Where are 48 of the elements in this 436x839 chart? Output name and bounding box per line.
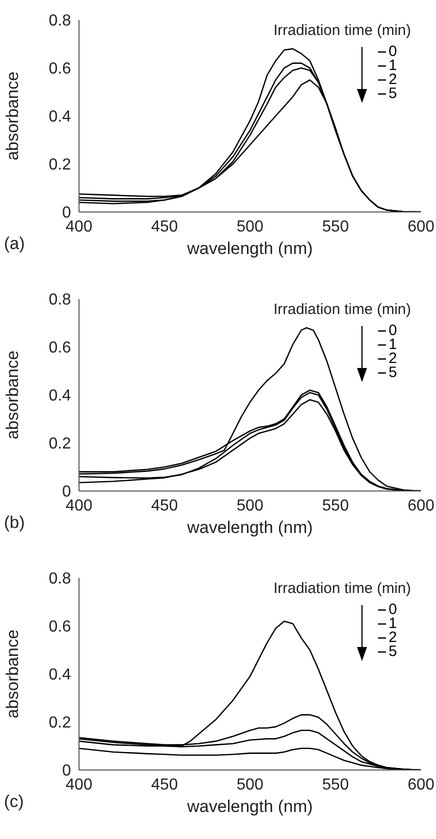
x-tick-label: 550: [322, 776, 349, 794]
legend-label: 1: [388, 336, 397, 353]
x-tick-label: 500: [236, 497, 264, 514]
y-axis-title: absorbance: [3, 630, 22, 718]
legend-label: 2: [388, 629, 397, 646]
legend-label: 5: [388, 85, 397, 102]
y-tick-label: 0.8: [48, 12, 72, 30]
legend-label: 0: [388, 322, 397, 339]
x-tick-label: 550: [322, 218, 349, 236]
x-tick-label: 600: [408, 497, 434, 514]
y-tick-label: 0.4: [48, 108, 72, 126]
legend-label: 2: [388, 350, 397, 367]
y-tick-label: 0.2: [48, 156, 72, 174]
text: (a): [4, 234, 25, 254]
x-axis-title: wavelength (nm): [186, 796, 314, 818]
legend-label: 2: [388, 71, 397, 88]
y-tick-label: 0.4: [48, 666, 72, 684]
y-tick-label: 0.6: [48, 60, 72, 78]
legend-label: 0: [388, 601, 397, 618]
legend-label: 0: [388, 43, 397, 60]
x-tick-label: 450: [151, 497, 178, 514]
legend-title: Irradiation time (min): [273, 301, 411, 318]
x-tick-label: 450: [151, 776, 178, 794]
legend-label: 5: [388, 643, 397, 660]
y-tick-label: 0.8: [48, 570, 72, 588]
y-tick-label: 0.2: [48, 714, 72, 732]
x-tick-label: 550: [322, 497, 349, 514]
legend-title: Irradiation time (min): [273, 22, 411, 39]
y-tick-label: 0.6: [48, 618, 72, 636]
legend-title: Irradiation time (min): [273, 580, 411, 597]
y-axis-title: absorbance: [3, 350, 22, 440]
x-tick-label: 600: [408, 218, 434, 236]
y-tick-label: 0.6: [48, 340, 72, 357]
x-axis-title: wavelength (nm): [186, 517, 314, 539]
y-tick-label: 0.4: [48, 388, 72, 405]
x-tick-label: 500: [236, 776, 264, 794]
x-tick-label: 450: [151, 218, 178, 236]
x-tick-label: 600: [408, 776, 434, 794]
y-tick-label: 0.2: [48, 436, 72, 453]
x-axis-title: wavelength (nm): [186, 238, 314, 260]
legend-label: 1: [388, 615, 397, 632]
text: (c): [4, 792, 24, 812]
text: (b): [4, 513, 25, 533]
legend-label: 1: [388, 57, 397, 74]
legend-label: 5: [388, 364, 397, 381]
y-tick-label: 0.8: [48, 292, 72, 309]
y-axis-title: absorbance: [3, 72, 22, 160]
x-tick-label: 500: [236, 218, 264, 236]
